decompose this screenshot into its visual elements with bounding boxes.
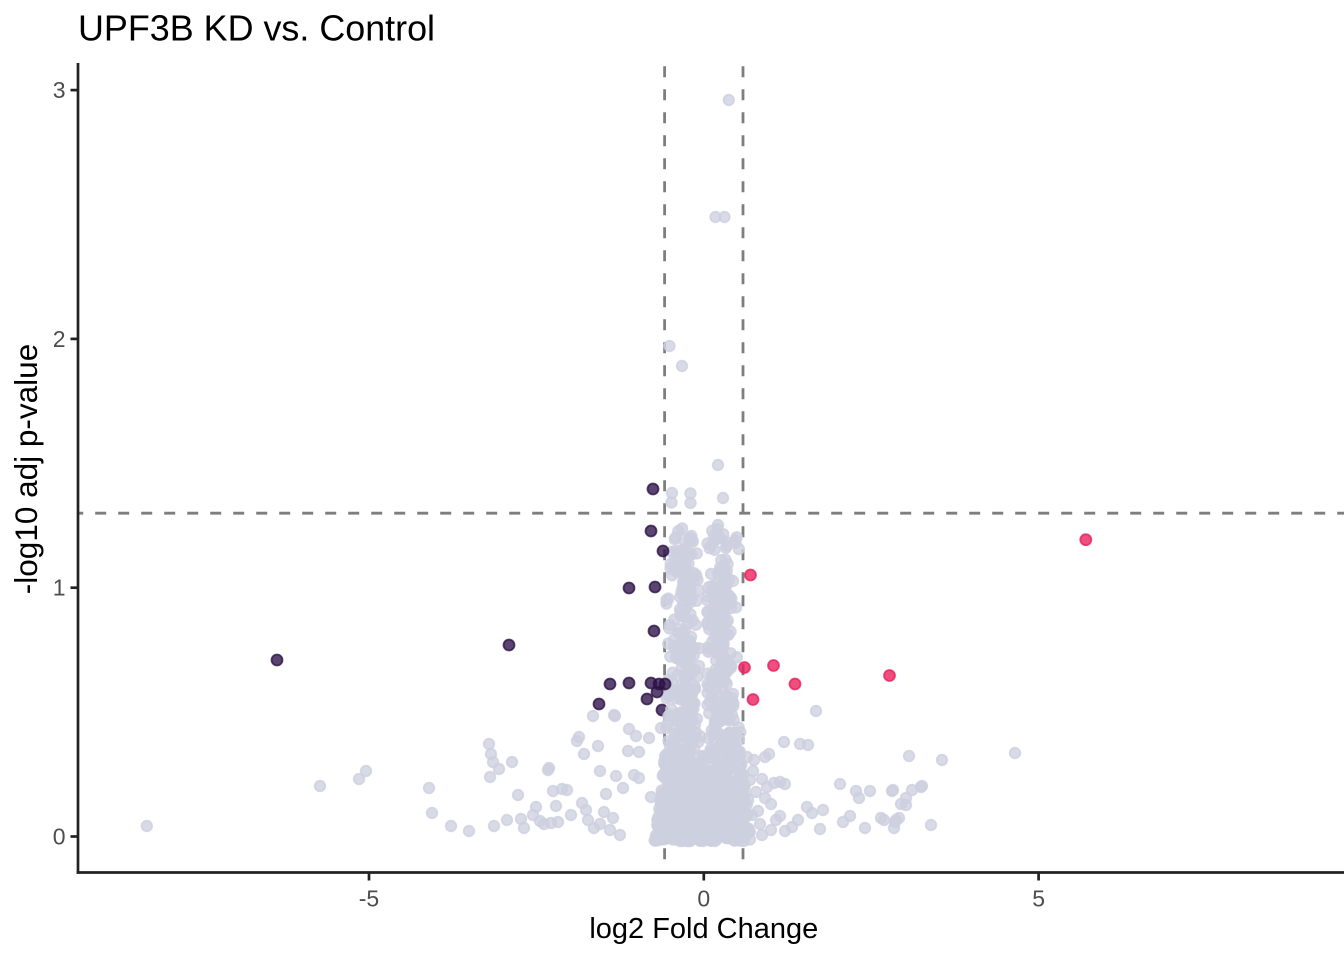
svg-text:2: 2	[53, 326, 66, 352]
svg-text:-log10 adj p-value: -log10 adj p-value	[8, 344, 44, 594]
svg-text:5: 5	[1032, 886, 1045, 912]
svg-text:log2 Fold Change: log2 Fold Change	[589, 913, 818, 945]
svg-text:0: 0	[697, 886, 710, 912]
svg-text:-5: -5	[359, 886, 379, 912]
svg-text:1: 1	[53, 575, 66, 601]
svg-text:3: 3	[53, 77, 66, 103]
svg-text:0: 0	[53, 824, 66, 850]
svg-text:UPF3B KD vs. Control: UPF3B KD vs. Control	[78, 9, 435, 49]
